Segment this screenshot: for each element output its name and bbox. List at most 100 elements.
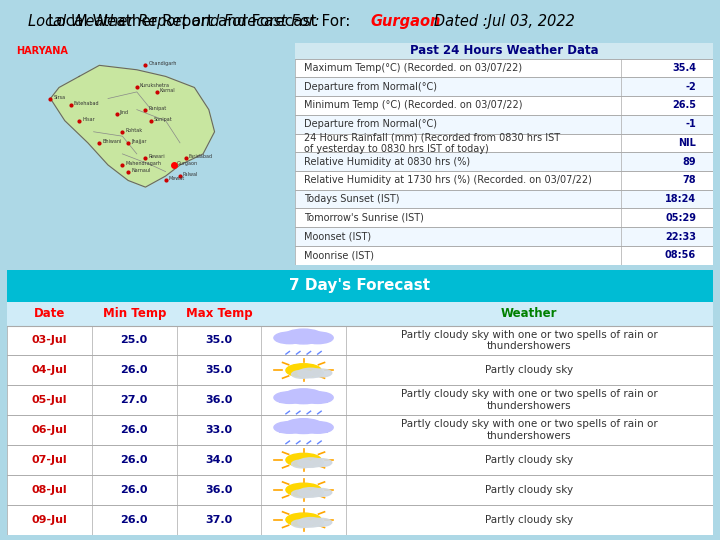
FancyBboxPatch shape bbox=[295, 96, 713, 115]
Circle shape bbox=[274, 422, 305, 433]
Text: 08:56: 08:56 bbox=[665, 250, 696, 260]
Text: 22:33: 22:33 bbox=[665, 232, 696, 241]
Circle shape bbox=[274, 332, 305, 343]
Text: Minimum Temp (°C) (Recorded. on 03/07/22): Minimum Temp (°C) (Recorded. on 03/07/22… bbox=[304, 100, 522, 111]
Text: Relative Humidity at 0830 hrs (%): Relative Humidity at 0830 hrs (%) bbox=[304, 157, 469, 167]
Text: Chandigarh: Chandigarh bbox=[148, 62, 176, 66]
FancyBboxPatch shape bbox=[295, 59, 713, 77]
Text: Narnaul: Narnaul bbox=[131, 167, 150, 173]
FancyBboxPatch shape bbox=[295, 190, 713, 208]
Text: Partly cloudy sky: Partly cloudy sky bbox=[485, 455, 573, 465]
Circle shape bbox=[310, 489, 332, 496]
Text: Todays Sunset (IST): Todays Sunset (IST) bbox=[304, 194, 399, 204]
Circle shape bbox=[310, 369, 332, 377]
Text: Tomorrow's Sunrise (IST): Tomorrow's Sunrise (IST) bbox=[304, 213, 423, 223]
Text: Partly cloudy sky: Partly cloudy sky bbox=[485, 485, 573, 495]
Text: Past 24 Hours Weather Data: Past 24 Hours Weather Data bbox=[410, 44, 598, 57]
Circle shape bbox=[286, 513, 321, 526]
FancyBboxPatch shape bbox=[7, 270, 713, 302]
Text: -1: -1 bbox=[685, 119, 696, 129]
FancyBboxPatch shape bbox=[279, 336, 328, 343]
Text: 35.4: 35.4 bbox=[672, 63, 696, 73]
Text: 36.0: 36.0 bbox=[205, 395, 233, 405]
Text: Partly cloudy sky with one or two spells of rain or
thundershowers: Partly cloudy sky with one or two spells… bbox=[401, 330, 657, 352]
Text: Relative Humidity at 1730 hrs (%) (Recorded. on 03/07/22): Relative Humidity at 1730 hrs (%) (Recor… bbox=[304, 176, 591, 185]
Text: HARYANA: HARYANA bbox=[16, 46, 68, 56]
Circle shape bbox=[286, 453, 321, 467]
Text: Partly cloudy sky with one or two spells of rain or
thundershowers: Partly cloudy sky with one or two spells… bbox=[401, 419, 657, 441]
Circle shape bbox=[284, 329, 323, 344]
Text: 34.0: 34.0 bbox=[205, 455, 233, 465]
FancyBboxPatch shape bbox=[7, 386, 713, 415]
Text: 36.0: 36.0 bbox=[205, 485, 233, 495]
FancyBboxPatch shape bbox=[7, 445, 713, 475]
Text: Palwal: Palwal bbox=[183, 172, 198, 177]
Text: Partly cloudy sky: Partly cloudy sky bbox=[485, 366, 573, 375]
Text: Gurgaon: Gurgaon bbox=[371, 14, 441, 29]
Text: Jind: Jind bbox=[120, 110, 129, 115]
Text: NIL: NIL bbox=[678, 138, 696, 148]
Text: Mewat: Mewat bbox=[168, 177, 185, 181]
Text: Maximum Temp(°C) (Recorded. on 03/07/22): Maximum Temp(°C) (Recorded. on 03/07/22) bbox=[304, 63, 522, 73]
Text: Karnal: Karnal bbox=[160, 88, 176, 93]
Text: Departure from Normal(°C): Departure from Normal(°C) bbox=[304, 119, 436, 129]
Text: 26.0: 26.0 bbox=[120, 485, 148, 495]
FancyBboxPatch shape bbox=[7, 355, 713, 386]
Text: 27.0: 27.0 bbox=[120, 395, 148, 405]
Text: Fatehabad: Fatehabad bbox=[73, 101, 99, 106]
Circle shape bbox=[298, 488, 323, 497]
Text: Min Temp: Min Temp bbox=[102, 307, 166, 320]
Circle shape bbox=[286, 364, 321, 377]
Text: 05-Jul: 05-Jul bbox=[32, 395, 67, 405]
FancyBboxPatch shape bbox=[295, 152, 713, 171]
Text: 03-Jul: 03-Jul bbox=[32, 335, 67, 346]
Circle shape bbox=[274, 392, 305, 403]
Circle shape bbox=[302, 422, 333, 433]
Text: 26.0: 26.0 bbox=[120, 515, 148, 525]
FancyBboxPatch shape bbox=[295, 227, 713, 246]
Text: Max Temp: Max Temp bbox=[186, 307, 252, 320]
Text: 05:29: 05:29 bbox=[665, 213, 696, 223]
Text: 89: 89 bbox=[683, 157, 696, 167]
FancyBboxPatch shape bbox=[279, 396, 328, 403]
FancyBboxPatch shape bbox=[295, 208, 713, 227]
Text: 7 Day's Forecast: 7 Day's Forecast bbox=[289, 279, 431, 293]
Text: Local Weather Report and Forecast For:: Local Weather Report and Forecast For: bbox=[48, 14, 360, 29]
FancyBboxPatch shape bbox=[7, 415, 713, 445]
Circle shape bbox=[292, 519, 312, 528]
Text: Sirsa: Sirsa bbox=[53, 94, 66, 99]
Text: 24 Hours Rainfall (mm) (Recorded from 0830 hrs IST
of yesterday to 0830 hrs IST : 24 Hours Rainfall (mm) (Recorded from 08… bbox=[304, 132, 559, 154]
Circle shape bbox=[298, 458, 323, 467]
Text: Local Weather Report and Forecast For:: Local Weather Report and Forecast For: bbox=[28, 14, 329, 29]
FancyBboxPatch shape bbox=[7, 505, 713, 535]
FancyBboxPatch shape bbox=[295, 133, 713, 152]
Text: Kurukshetra: Kurukshetra bbox=[140, 84, 170, 89]
Text: Date: Date bbox=[34, 307, 66, 320]
Text: Partly cloudy sky with one or two spells of rain or
thundershowers: Partly cloudy sky with one or two spells… bbox=[401, 389, 657, 411]
Text: Gurgaon: Gurgaon bbox=[177, 161, 198, 166]
Text: 35.0: 35.0 bbox=[205, 335, 233, 346]
Text: Panipat: Panipat bbox=[148, 106, 166, 111]
Polygon shape bbox=[50, 65, 215, 187]
FancyBboxPatch shape bbox=[7, 326, 713, 355]
Circle shape bbox=[302, 392, 333, 403]
Text: Jhajjar: Jhajjar bbox=[131, 139, 147, 144]
Text: 09-Jul: 09-Jul bbox=[32, 515, 68, 525]
Text: Bhiwani: Bhiwani bbox=[102, 139, 122, 144]
Text: -2: -2 bbox=[685, 82, 696, 92]
FancyBboxPatch shape bbox=[7, 475, 713, 505]
Text: 78: 78 bbox=[683, 176, 696, 185]
Text: Weather: Weather bbox=[501, 307, 557, 320]
Circle shape bbox=[310, 458, 332, 467]
Text: 33.0: 33.0 bbox=[205, 425, 233, 435]
Circle shape bbox=[286, 483, 321, 496]
Text: Sonipat: Sonipat bbox=[154, 117, 173, 122]
Text: Moonset (IST): Moonset (IST) bbox=[304, 232, 371, 241]
Circle shape bbox=[292, 370, 312, 379]
Text: 26.0: 26.0 bbox=[120, 455, 148, 465]
Text: 35.0: 35.0 bbox=[205, 366, 233, 375]
Text: 18:24: 18:24 bbox=[665, 194, 696, 204]
Text: 04-Jul: 04-Jul bbox=[32, 366, 68, 375]
Text: 26.5: 26.5 bbox=[672, 100, 696, 111]
Circle shape bbox=[284, 418, 323, 434]
